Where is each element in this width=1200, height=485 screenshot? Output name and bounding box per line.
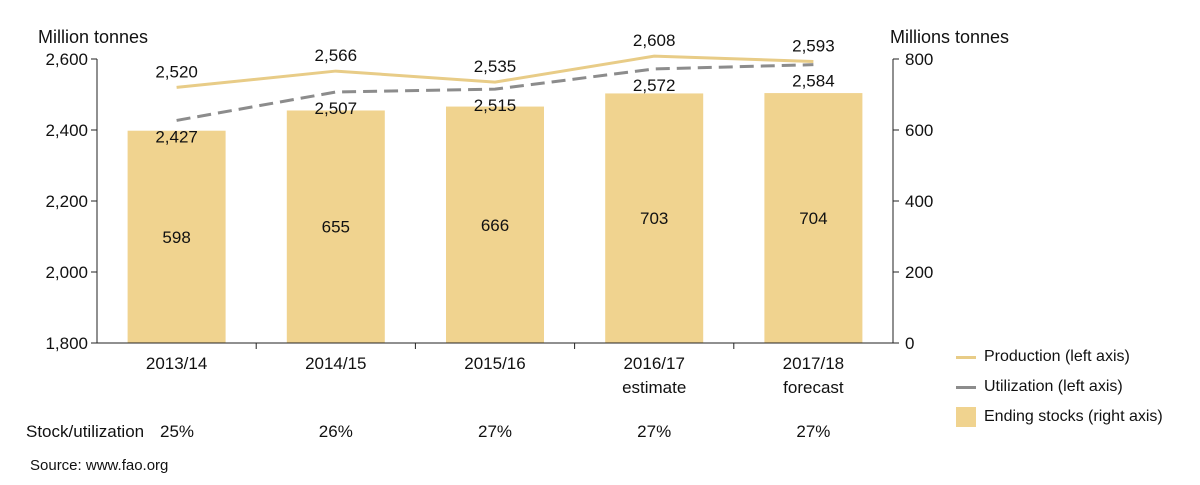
legend-label-utilization: Utilization (left axis) — [984, 378, 1123, 395]
production-label-1: 2,566 — [315, 46, 358, 65]
stock-utilization-value-1: 26% — [318, 422, 353, 441]
legend-swatch-production — [956, 355, 976, 359]
source-note: Source: www.fao.org — [30, 457, 169, 474]
x-tick-label-4: 2017/18 — [783, 354, 844, 373]
chart-canvas: 598 655 666 703 704 1,800 2,000 2,200 2,400 2,600… — [45, 31, 933, 397]
production-label-3: 2,608 — [633, 31, 676, 50]
x-tick-label-1: 2014/15 — [305, 354, 366, 373]
utilization-label-0: 2,427 — [155, 127, 198, 146]
left-tick-label-3: 2,400 — [45, 121, 88, 140]
bar-label-0: 598 — [162, 228, 190, 247]
bar-ending-stocks-1 — [286, 110, 385, 343]
utilization-line — [176, 63, 814, 122]
right-tick-label-4: 800 — [905, 50, 933, 69]
legend-item-utilization: Utilization (left axis) — [956, 372, 1163, 402]
right-tick-label-3: 600 — [905, 121, 933, 140]
left-tick-label-0: 1,800 — [45, 334, 88, 353]
legend-label-ending-stocks: Ending stocks (right axis) — [984, 408, 1163, 425]
x-tick-label-0: 2013/14 — [146, 354, 207, 373]
bar-ending-stocks-3 — [605, 93, 704, 343]
right-tick-label-0: 0 — [905, 334, 914, 353]
bar-ending-stocks-4 — [764, 93, 863, 343]
bar-ending-stocks-0 — [127, 130, 226, 343]
left-tick-label-4: 2,600 — [45, 50, 88, 69]
production-line — [176, 54, 814, 89]
bar-label-2: 666 — [481, 216, 509, 235]
legend: Production (left axis) Utilization (left… — [956, 342, 1163, 432]
legend-label-production: Production (left axis) — [984, 348, 1130, 365]
production-label-4: 2,593 — [792, 36, 835, 55]
stock-utilization-label: Stock/utilization — [26, 422, 145, 441]
legend-item-production: Production (left axis) — [956, 342, 1163, 372]
right-tick-label-1: 200 — [905, 263, 933, 282]
right-tick-label-2: 400 — [905, 192, 933, 211]
stock-utilization-value-0: 25% — [160, 422, 195, 441]
legend-swatch-utilization — [956, 385, 976, 389]
left-tick-label-1: 2,000 — [45, 263, 88, 282]
bar-label-4: 704 — [799, 209, 827, 228]
x-tick-label-2: 2015/16 — [464, 354, 525, 373]
stock-utilization-value-2: 27% — [477, 422, 513, 441]
legend-swatch-ending-stocks — [956, 407, 976, 427]
right-axis-title: Millions tonnes — [890, 27, 1010, 47]
production-label-0: 2,520 — [155, 62, 198, 81]
bar-label-3: 703 — [640, 209, 668, 228]
x-tick-label-3: 2016/17 — [623, 354, 684, 373]
bar-ending-stocks-2 — [446, 106, 544, 343]
left-tick-label-2: 2,200 — [45, 192, 88, 211]
production-label-2: 2,535 — [474, 57, 517, 76]
x-tick-sublabel-4: forecast — [783, 378, 844, 397]
utilization-label-1: 2,507 — [315, 99, 358, 118]
utilization-label-4: 2,584 — [792, 72, 835, 91]
stock-utilization-value-4: 27% — [796, 422, 831, 441]
utilization-label-2: 2,515 — [474, 96, 517, 115]
utilization-label-3: 2,572 — [633, 76, 676, 95]
bar-label-1: 655 — [322, 218, 350, 237]
legend-item-ending-stocks: Ending stocks (right axis) — [956, 402, 1163, 432]
left-axis-title: Million tonnes — [38, 27, 149, 47]
stock-utilization-value-3: 27% — [637, 422, 672, 441]
x-tick-sublabel-3: estimate — [622, 378, 686, 397]
